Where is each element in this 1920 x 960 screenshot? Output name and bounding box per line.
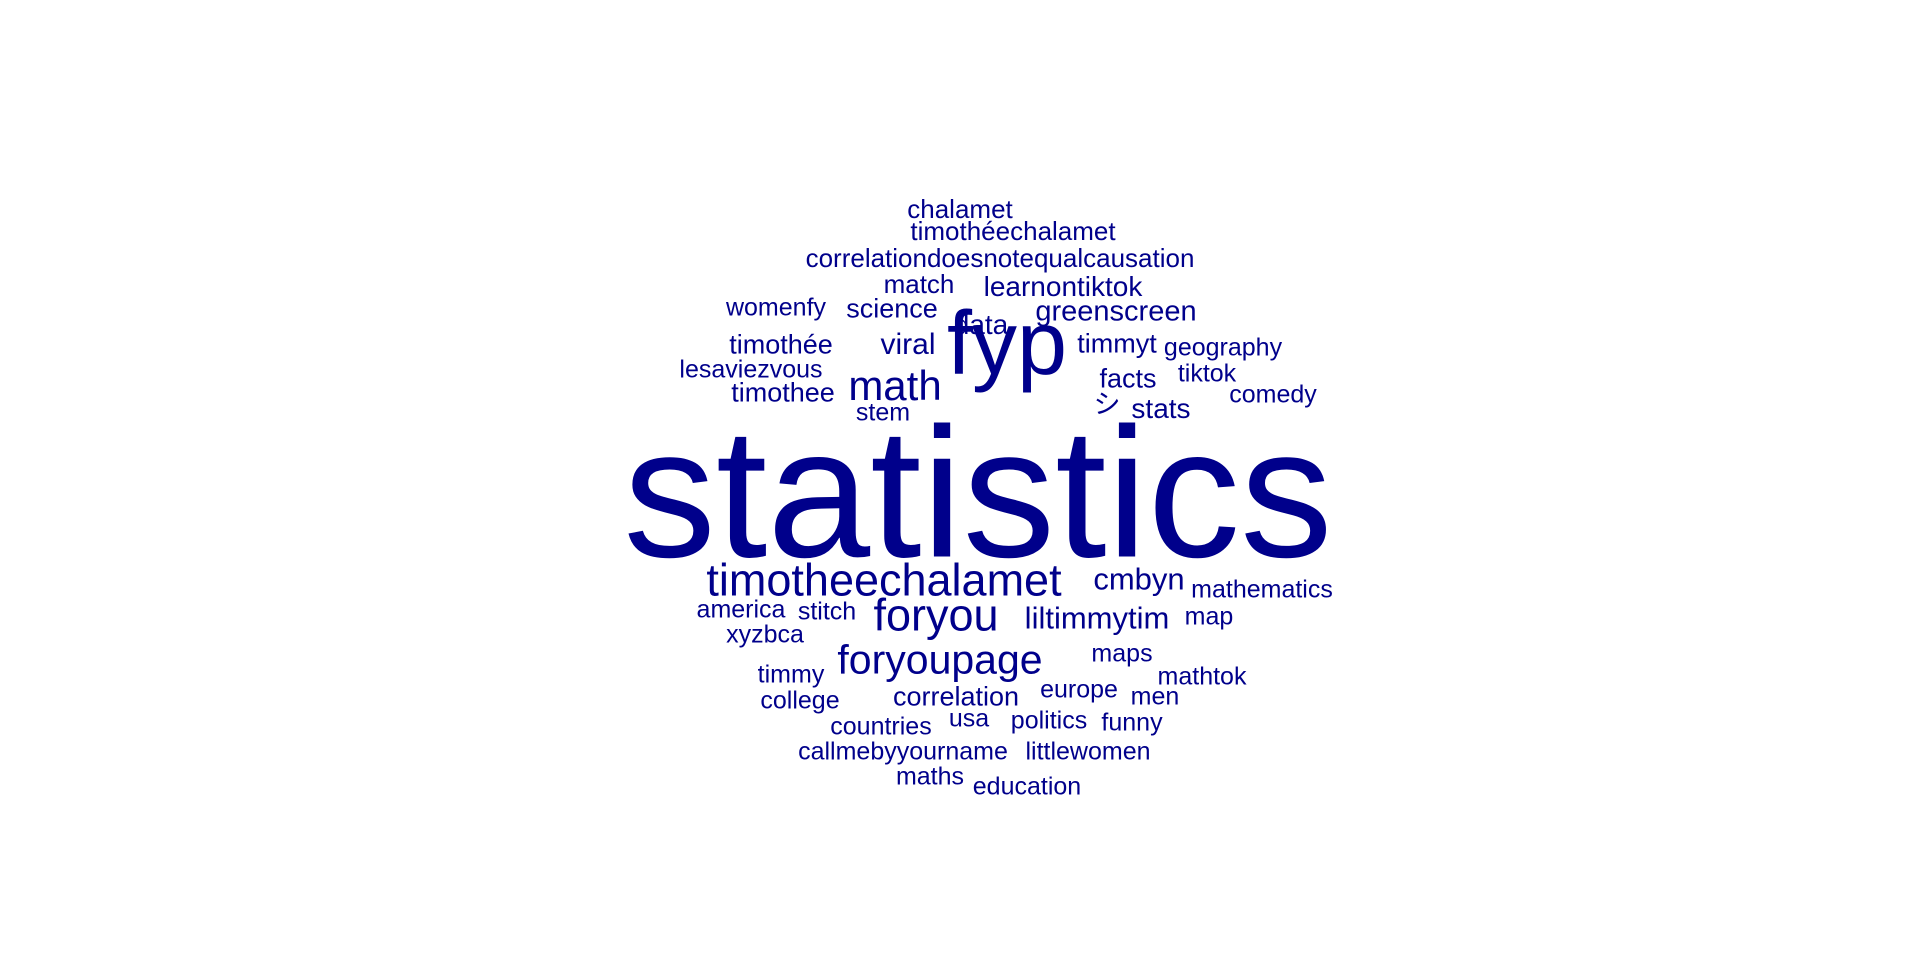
word-learnontiktok: learnontiktok [983, 271, 1143, 302]
word-funny: funny [1101, 708, 1163, 737]
word-maps: maps [1091, 639, 1153, 668]
word-men: men [1130, 682, 1180, 711]
word-timotheechalamet: timotheechalamet [706, 554, 1062, 606]
word-politics: politics [1010, 706, 1088, 735]
word-europe: europe [1040, 675, 1118, 704]
word-maths: maths [895, 762, 965, 791]
word-foryou: foryou [873, 589, 999, 641]
word-correlation: correlation [892, 681, 1020, 712]
word-facts: facts [1099, 363, 1157, 394]
word-math: math [848, 362, 942, 409]
word-xyzbca: xyzbca [726, 620, 804, 649]
word-timmyt: timmyt [1077, 328, 1157, 359]
word-littlewomen: littlewomen [1025, 737, 1151, 766]
word-smiley-glyph: シ [1093, 389, 1121, 420]
word-foryoupage: foryoupage [837, 636, 1043, 683]
word-timotheechalamet-accent: timothéechalamet [910, 216, 1116, 246]
word-callmebyyourname: callmebyyourname [798, 737, 1008, 766]
word-mathematics: mathematics [1191, 575, 1333, 604]
word-match: match [883, 269, 955, 299]
word-stats: stats [1131, 393, 1191, 424]
word-stem: stem [855, 398, 911, 427]
word-chalamet: chalamet [907, 194, 1013, 224]
word-viral: viral [880, 328, 936, 361]
word-data: data [953, 309, 1009, 340]
word-comedy: comedy [1229, 380, 1317, 409]
word-stitch: stitch [797, 597, 857, 626]
word-mathtok: mathtok [1157, 662, 1247, 691]
word-greenscreen: greenscreen [1035, 295, 1197, 328]
word-correlationdoesnotequalcausation: correlationdoesnotequalcausation [805, 243, 1195, 273]
word-map: map [1184, 602, 1234, 631]
word-america: america [696, 595, 786, 624]
word-statistics: statistics [623, 390, 1333, 597]
word-fyp: fyp [946, 294, 1068, 394]
word-countries: countries [830, 712, 932, 741]
word-science: science [846, 293, 938, 324]
word-usa: usa [948, 704, 990, 733]
word-cmbyn: cmbyn [1093, 561, 1185, 597]
word-timothee: timothee [731, 377, 835, 408]
word-lesaviezvous: lesaviezvous [679, 355, 823, 384]
word-tiktok: tiktok [1177, 359, 1237, 388]
word-timmy: timmy [757, 660, 825, 689]
word-geography: geography [1163, 333, 1283, 362]
word-liltimmytim: liltimmytim [1024, 600, 1170, 636]
word-womenfy: womenfy [725, 293, 827, 322]
word-college: college [760, 686, 840, 715]
word-education: education [972, 772, 1082, 801]
word-timothee-accent: timothée [729, 329, 833, 360]
